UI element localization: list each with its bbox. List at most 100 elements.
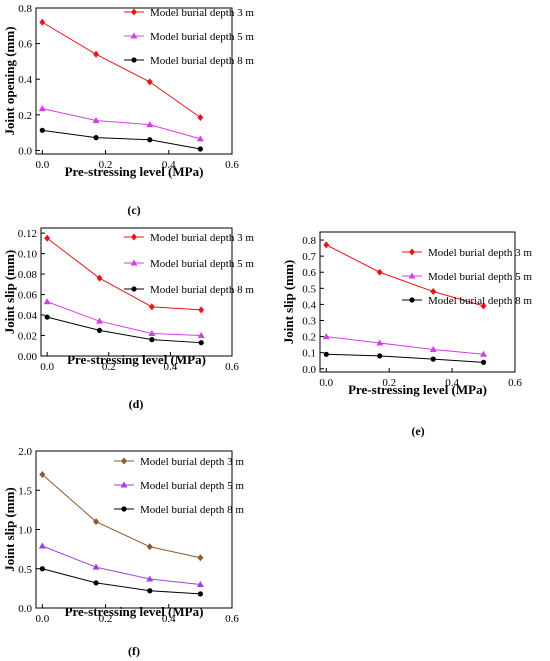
legend-label: Model burial depth 3 m [150, 232, 254, 244]
legend-label: Model burial depth 8 m [428, 295, 532, 307]
series-line-2 [46, 301, 202, 337]
x-tick-label: 0.0 [35, 159, 49, 171]
data-point [148, 303, 155, 311]
y-axis-title: Joint slip (mm) [281, 260, 296, 345]
data-point [198, 306, 205, 314]
chart-panel-d: 0.0 0.2 0.4 0.6 0.00 0.02 0.04 0.06 0.08 0.10 0.12… [2, 227, 254, 411]
data-point [146, 543, 153, 551]
panel-label: (f) [128, 644, 140, 658]
legend-marker [131, 8, 137, 16]
y-tick-label: 0.7 [302, 251, 316, 263]
data-point [196, 135, 204, 142]
data-point [323, 351, 329, 357]
legend-marker [131, 233, 137, 241]
data-point [38, 542, 46, 549]
legend-marker [121, 506, 127, 512]
plot-frame [40, 227, 233, 357]
data-point [480, 302, 487, 310]
data-point [480, 359, 487, 365]
legend-label: Model burial depth 5 m [150, 258, 254, 270]
y-tick-label: 0.5 [18, 564, 32, 576]
data-point [430, 288, 437, 296]
y-tick-label: 0.08 [18, 269, 38, 281]
panel-label: (c) [127, 203, 140, 217]
data-point [323, 241, 330, 249]
series-line-1 [326, 244, 484, 307]
series-line-1 [46, 237, 202, 311]
x-tick-label: 0.6 [508, 377, 522, 389]
y-tick-label: 0.1 [302, 348, 316, 360]
data-point [92, 563, 100, 570]
y-tick-label: 0.6 [302, 267, 316, 279]
plot-frame [35, 450, 233, 609]
chart-panel-c: 0.0 0.2 0.4 0.6 0.0 0.2 0.4 0.6 0.8 Model burial … [2, 3, 254, 217]
x-tick-label: 0.6 [225, 159, 239, 171]
legend-label: Model burial depth 8 m [150, 284, 254, 296]
x-tick-label: 0.4 [445, 377, 459, 389]
data-point [146, 575, 154, 582]
series-line-3 [47, 316, 202, 344]
data-point [39, 18, 46, 26]
y-tick-label: 0.4 [18, 74, 32, 86]
y-tick-label: 0.3 [302, 316, 316, 328]
y-tick-label: 0.06 [18, 290, 38, 302]
chart-panel-e: 0.0 0.2 0.4 0.6 0.0 0.1 0.2 0.3 0.4 0.5 0.6 0.7 0.8 M… [281, 231, 532, 438]
data-point [39, 127, 45, 133]
y-tick-label: 2.0 [18, 446, 32, 458]
data-point [377, 353, 383, 359]
legend-label: Model burial depth 8 m [140, 504, 244, 516]
legend-label: Model burial depth 5 m [140, 480, 244, 492]
x-tick-label: 0.2 [99, 613, 113, 625]
y-tick-label: 0.12 [18, 228, 37, 240]
data-point [196, 580, 204, 587]
legend-label: Model burial depth 3 m [140, 456, 244, 468]
data-point [93, 50, 100, 58]
data-point [39, 471, 46, 479]
data-point [198, 340, 204, 346]
x-axis-title: Pre-stressing level (MPa) [65, 604, 204, 619]
y-tick-label: 0.4 [302, 299, 316, 311]
series-line-3 [326, 353, 484, 363]
data-point [148, 329, 156, 336]
legend-label: Model burial depth 5 m [150, 31, 254, 43]
series-line-1 [41, 474, 201, 559]
legend-marker [409, 297, 415, 303]
legend-marker [131, 57, 137, 63]
data-point [322, 333, 330, 340]
legend-label: Model burial depth 5 m [428, 271, 532, 283]
y-tick-label: 1.5 [18, 485, 32, 497]
legend-marker [130, 32, 138, 39]
data-point [197, 114, 204, 121]
x-tick-label: 0.2 [102, 361, 116, 373]
data-point [149, 337, 155, 343]
data-point [39, 566, 45, 572]
data-point [197, 591, 203, 597]
x-tick-label: 0.4 [162, 613, 176, 625]
x-tick-label: 0.0 [319, 377, 333, 389]
y-tick-label: 0.5 [302, 283, 316, 295]
data-point [376, 268, 383, 276]
x-tick-label: 0.4 [164, 361, 178, 373]
data-point [146, 78, 153, 86]
panel-label: (e) [411, 424, 424, 438]
data-point [147, 137, 153, 143]
x-tick-label: 0.0 [35, 613, 49, 625]
y-tick-label: 0.8 [18, 3, 32, 15]
data-point [92, 117, 100, 124]
x-axis-title: Pre-stressing level (MPa) [65, 164, 204, 179]
y-tick-label: 0.2 [18, 110, 32, 122]
y-tick-label: 0.0 [18, 145, 32, 157]
data-point [93, 135, 99, 141]
series-line-3 [42, 568, 201, 595]
legend-marker [120, 481, 128, 488]
legend-marker [131, 286, 137, 292]
y-axis-title: Joint opening (mm) [2, 26, 17, 135]
y-tick-label: 0.0 [18, 603, 32, 615]
series-line-1 [42, 21, 201, 118]
x-axis-title: Pre-stressing level (MPa) [348, 382, 487, 397]
legend-marker [130, 259, 138, 266]
y-tick-label: 0.00 [18, 351, 38, 363]
data-point [96, 317, 104, 324]
legend-label: Model burial depth 3 m [150, 7, 254, 19]
